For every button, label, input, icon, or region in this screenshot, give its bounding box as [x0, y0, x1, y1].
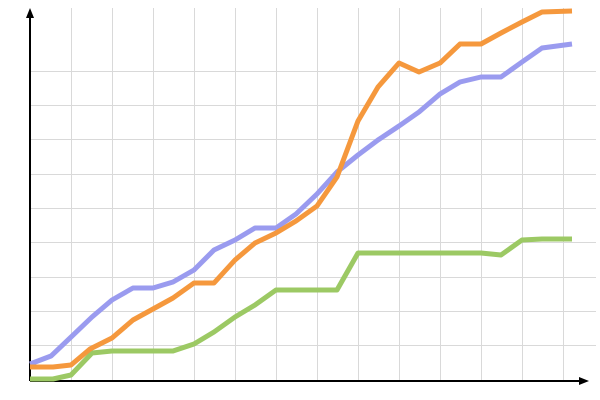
y-axis-arrow-icon — [26, 8, 34, 18]
x-axis-arrow-icon — [579, 377, 589, 385]
series-line-purple — [29, 41, 573, 367]
series-line-orange — [30, 8, 573, 370]
grid-vertical-lines — [71, 8, 564, 381]
chart-series-group — [29, 8, 573, 382]
series-line-green — [30, 236, 572, 382]
chart-axes — [26, 8, 589, 385]
